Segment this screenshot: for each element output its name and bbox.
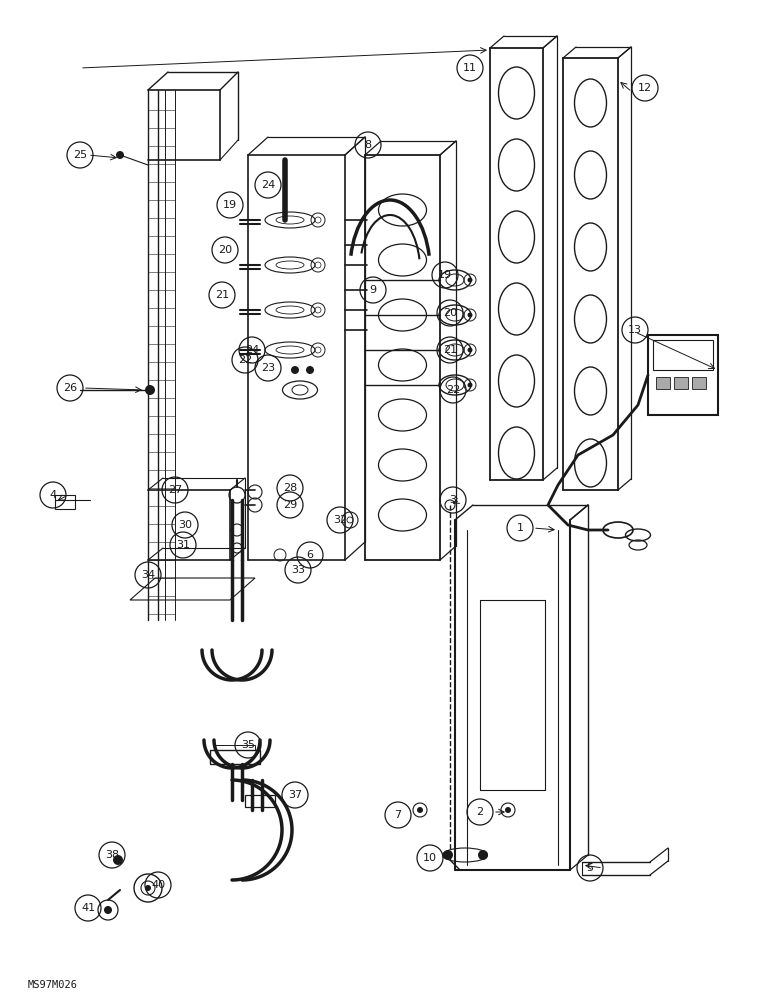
Circle shape [291, 366, 299, 374]
Text: 12: 12 [638, 83, 652, 93]
Bar [55, 495, 75, 509]
Circle shape [478, 850, 488, 860]
Text: 33: 33 [291, 565, 305, 575]
Bar [210, 750, 260, 764]
Circle shape [417, 807, 423, 813]
Text: 34: 34 [141, 570, 155, 580]
Text: 20: 20 [218, 245, 232, 255]
Circle shape [104, 906, 112, 914]
Text: 19: 19 [438, 270, 452, 280]
Bar [653, 340, 713, 370]
Bar [692, 377, 706, 389]
Text: 37: 37 [288, 790, 302, 800]
Text: 13: 13 [628, 325, 642, 335]
Circle shape [145, 885, 151, 891]
Text: 2: 2 [476, 807, 483, 817]
Text: 21: 21 [443, 345, 457, 355]
Text: 9: 9 [370, 285, 377, 295]
Text: 30: 30 [178, 520, 192, 530]
Text: 1: 1 [516, 523, 523, 533]
Circle shape [113, 855, 123, 865]
Text: 35: 35 [241, 740, 255, 750]
Text: 7: 7 [394, 810, 401, 820]
Text: 21: 21 [215, 290, 229, 300]
Text: 22: 22 [446, 385, 460, 395]
Text: 19: 19 [223, 200, 237, 210]
Circle shape [306, 366, 314, 374]
Bar [648, 335, 718, 415]
Bar [674, 377, 688, 389]
Circle shape [468, 312, 472, 318]
Text: 28: 28 [283, 483, 297, 493]
Text: 22: 22 [238, 355, 252, 365]
Circle shape [468, 277, 472, 282]
Text: 6: 6 [306, 550, 313, 560]
Text: 27: 27 [168, 485, 182, 495]
Circle shape [468, 348, 472, 353]
Text: MS97M026: MS97M026 [28, 980, 78, 990]
Text: 38: 38 [105, 850, 119, 860]
Circle shape [468, 382, 472, 387]
Text: 26: 26 [63, 383, 77, 393]
Text: 24: 24 [245, 345, 259, 355]
Circle shape [443, 850, 453, 860]
Text: 40: 40 [151, 880, 165, 890]
Text: 29: 29 [283, 500, 297, 510]
Text: 31: 31 [176, 540, 190, 550]
Bar [245, 795, 275, 807]
Text: 20: 20 [443, 308, 457, 318]
Text: 24: 24 [261, 180, 275, 190]
Bar [656, 377, 670, 389]
Text: 4: 4 [49, 490, 56, 500]
Text: 5: 5 [587, 863, 594, 873]
Text: 8: 8 [364, 140, 371, 150]
Text: 32: 32 [333, 515, 347, 525]
Text: 11: 11 [463, 63, 477, 73]
Text: 41: 41 [81, 903, 95, 913]
Bar [215, 745, 255, 750]
Text: 3: 3 [449, 495, 456, 505]
Text: 10: 10 [423, 853, 437, 863]
Circle shape [116, 151, 124, 159]
Text: 23: 23 [261, 363, 275, 373]
Circle shape [505, 807, 511, 813]
Text: 25: 25 [73, 150, 87, 160]
Circle shape [145, 385, 155, 395]
